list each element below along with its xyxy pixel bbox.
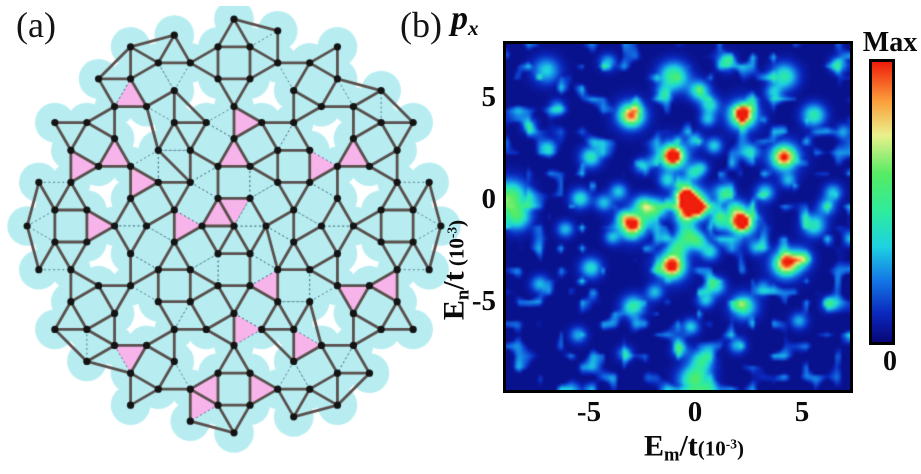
x-axis-label-subscript: m [663,444,680,466]
y-axis-label-rest: /t [437,271,471,290]
colorbar-gradient [872,62,892,342]
plot-title-subscript: x [468,15,479,40]
heatmap-canvas [506,44,850,390]
plot-title: px [451,0,479,41]
x-axis-label-base: E [643,429,664,463]
plot-title-base: p [451,0,468,37]
heatmap-plot-frame [503,41,853,393]
x-tick-0: 0 [687,396,703,428]
quasicrystal-lattice-diagram [2,6,464,456]
y-axis-unit-exponent: -3 [444,226,460,239]
y-axis-label-subscript: n [452,289,474,301]
x-axis-unit-exponent: -3 [725,436,738,452]
y-axis-label-base: E [437,300,471,321]
colorbar-frame [869,59,895,345]
x-tick-5: 5 [794,396,810,428]
y-tick-5: 5 [481,81,497,113]
x-axis-unit-close: ) [737,436,745,461]
y-axis-unit-open: (10 [444,238,469,272]
x-axis-label-rest: /t [679,429,698,463]
y-tick-neg5: -5 [471,285,496,317]
y-axis-unit-close: ) [444,219,469,227]
y-tick-0: 0 [481,183,497,215]
x-axis-unit-open: (10 [697,436,726,461]
panel-b-label: (b) [400,5,442,45]
x-tick-neg5: -5 [576,396,602,428]
